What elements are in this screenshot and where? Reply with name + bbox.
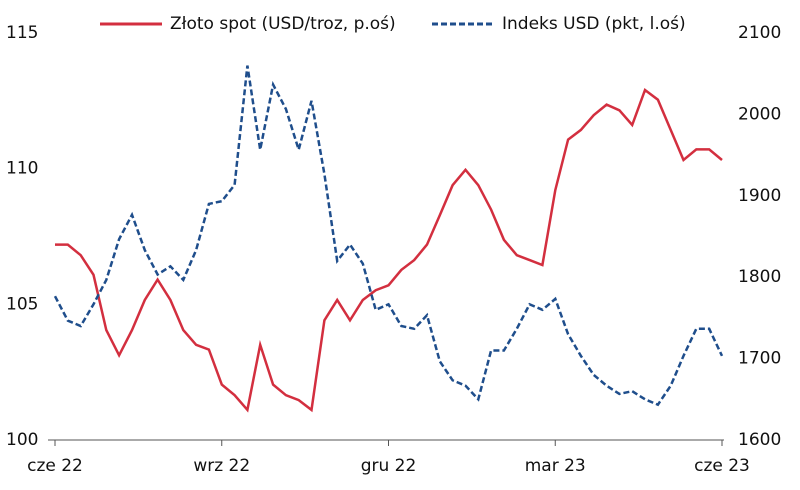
x-tick-label: gru 22 bbox=[361, 456, 417, 476]
series-line bbox=[55, 87, 723, 413]
legend-label: Indeks USD (pkt, l.oś) bbox=[502, 14, 686, 34]
x-tick-label: cze 22 bbox=[27, 456, 83, 476]
y-tick-label: 105 bbox=[6, 294, 38, 314]
y2-tick-label: 1600 bbox=[738, 430, 781, 450]
y2-tick-label: 2100 bbox=[738, 23, 781, 43]
y-tick-label: 110 bbox=[6, 159, 38, 179]
series-line bbox=[53, 65, 724, 407]
y2-tick-label: 2000 bbox=[738, 104, 781, 124]
y2-tick-label: 1800 bbox=[738, 267, 781, 287]
legend-label: Złoto spot (USD/troz, p.oś) bbox=[170, 14, 396, 34]
y-tick-label: 115 bbox=[6, 23, 38, 43]
y-tick-label: 100 bbox=[6, 430, 38, 450]
x-tick-label: mar 23 bbox=[525, 456, 586, 476]
y2-tick-label: 1900 bbox=[738, 186, 781, 206]
y2-tick-label: 1700 bbox=[738, 349, 781, 369]
x-tick-label: cze 23 bbox=[694, 456, 750, 476]
x-tick-label: wrz 22 bbox=[193, 456, 250, 476]
